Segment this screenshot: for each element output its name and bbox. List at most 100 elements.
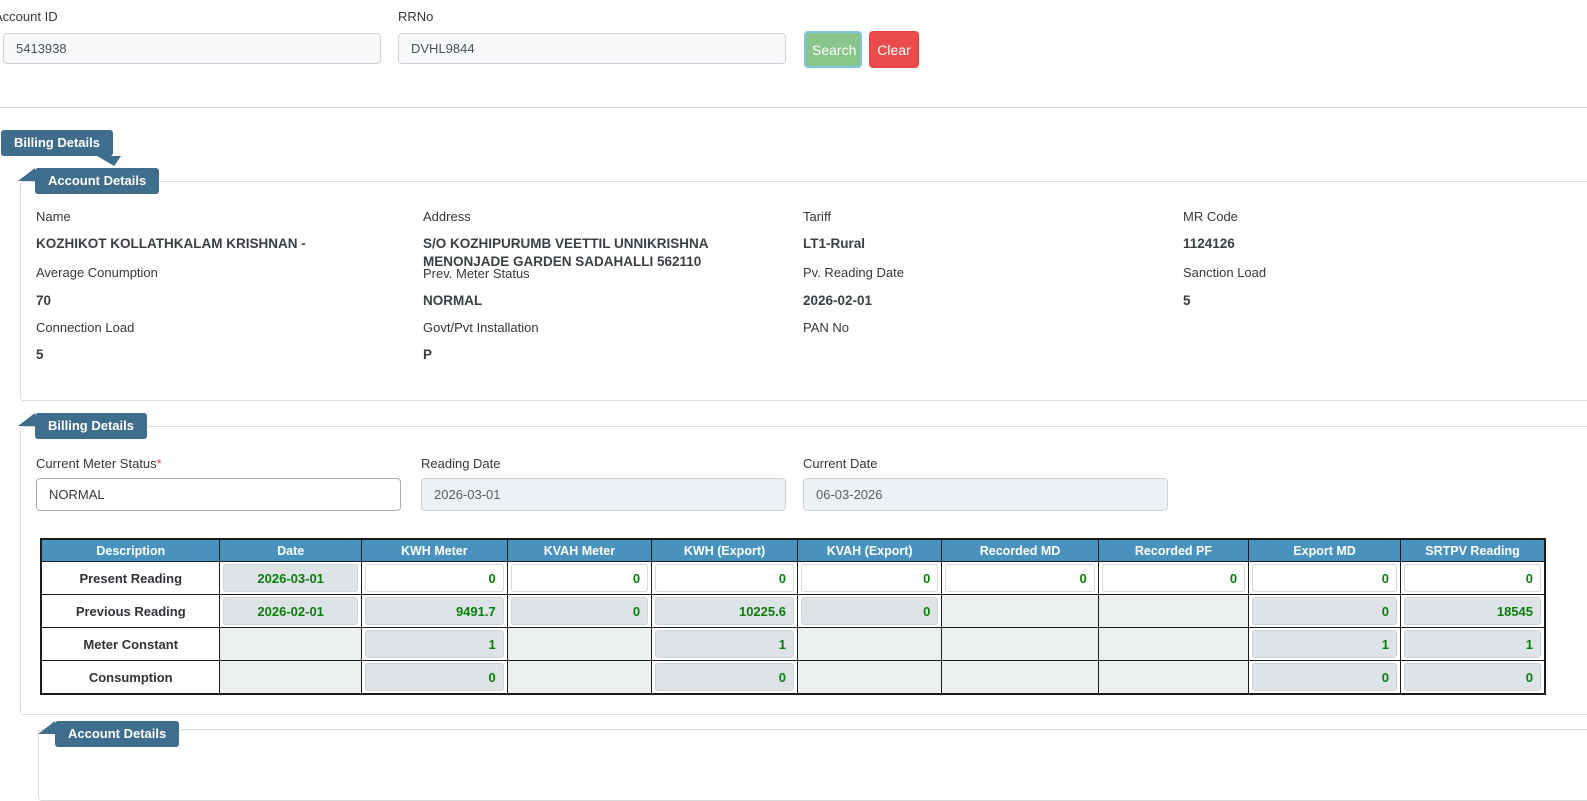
meter-cell: 0 — [1400, 660, 1546, 695]
meter-value-readonly: 2026-02-01 — [223, 597, 358, 625]
meter-cell: 9491.7 — [360, 594, 508, 628]
required-asterisk: * — [156, 456, 162, 471]
meter-cell: 1 — [360, 627, 508, 661]
billing-details-ribbon: Billing Details — [35, 413, 147, 439]
account-details-panel — [20, 181, 1587, 401]
address-value: S/O KOZHIPURUMB VEETTIL UNNIKRISHNA MENO… — [423, 236, 709, 270]
meter-value-readonly: 0 — [364, 663, 504, 691]
meter-value-input[interactable]: 0 — [945, 564, 1095, 592]
meter-value-input[interactable]: 0 — [800, 564, 939, 592]
column-header: Recorded MD — [941, 538, 1099, 562]
account-details-ribbon: Account Details — [35, 168, 160, 194]
column-header: Recorded PF — [1097, 538, 1250, 562]
reading-date-label: Reading Date — [421, 456, 501, 471]
meter-value-input[interactable]: 0 — [364, 564, 504, 592]
column-header: Description — [40, 538, 221, 562]
pv-reading-date-label: Pv. Reading Date — [803, 265, 904, 280]
govt-pvt-installation-label: Govt/Pvt Installation — [423, 320, 539, 335]
meter-cell-empty — [219, 660, 362, 695]
meter-value-readonly: 0 — [510, 597, 649, 625]
tariff-value: LT1-Rural — [803, 236, 866, 251]
reading-date-input — [421, 478, 786, 511]
meter-cell: 0 — [1097, 561, 1250, 595]
average-consumption-label: Average Conumption — [36, 265, 158, 280]
column-header: KWH (Export) — [651, 538, 798, 562]
meter-value-readonly: 0 — [1404, 663, 1541, 691]
prev-meter-status-label: Prev. Meter Status — [423, 266, 530, 281]
meter-value-input[interactable]: 0 — [655, 564, 794, 592]
connection-load-value: 5 — [36, 347, 44, 362]
meter-value-readonly: 1 — [1404, 630, 1541, 658]
column-header: KVAH (Export) — [796, 538, 943, 562]
meter-cell: 1 — [1248, 627, 1402, 661]
tab-billing-details[interactable]: Billing Details — [1, 130, 113, 156]
column-header: Export MD — [1248, 538, 1402, 562]
meter-cell: 0 — [941, 561, 1099, 595]
bottom-account-details-ribbon: Account Details — [55, 721, 180, 747]
current-date-label: Current Date — [803, 456, 878, 471]
column-header: KWH Meter — [360, 538, 508, 562]
meter-cell-empty — [796, 627, 943, 661]
row-label: Meter Constant — [40, 627, 221, 661]
meter-value-readonly: 0 — [655, 663, 794, 691]
meter-cell: 0 — [1400, 561, 1546, 595]
meter-cell: 0 — [1248, 660, 1402, 695]
table-row: Present Reading 2026-03-01 0 0 0 0 0 0 0 0 — [40, 561, 1546, 595]
meter-value-readonly: 2026-03-01 — [223, 564, 358, 592]
meter-cell: 18545 — [1400, 594, 1546, 628]
current-meter-status-select[interactable] — [36, 478, 401, 511]
meter-value-readonly: 0 — [1252, 597, 1398, 625]
meter-cell: 0 — [360, 660, 508, 695]
current-meter-status-label-text: Current Meter Status — [36, 456, 157, 471]
meter-cell-empty — [219, 627, 362, 661]
meter-value-readonly: 1 — [1252, 630, 1398, 658]
meter-cell-empty — [506, 660, 653, 695]
account-id-input[interactable] — [3, 33, 381, 64]
meter-value-input[interactable]: 0 — [1252, 564, 1398, 592]
horizontal-divider — [0, 107, 1587, 108]
clear-button[interactable]: Clear — [869, 31, 919, 68]
name-value: KOZHIKOT KOLLATHKALAM KRISHNAN - — [36, 236, 306, 251]
meter-cell: 0 — [796, 561, 943, 595]
meter-cell: 2026-03-01 — [219, 561, 362, 595]
meter-cell-empty — [1097, 660, 1250, 695]
meter-cell: 0 — [1248, 561, 1402, 595]
meter-value-input[interactable]: 0 — [510, 564, 649, 592]
meter-cell: 1 — [1400, 627, 1546, 661]
ribbon-tail — [18, 413, 35, 426]
rrno-input[interactable] — [398, 33, 786, 64]
table-row: Consumption 0 0 0 0 — [40, 660, 1546, 695]
row-label: Present Reading — [40, 561, 221, 595]
tariff-label: Tariff — [803, 209, 831, 224]
meter-cell: 0 — [651, 561, 798, 595]
meter-value-input[interactable]: 0 — [1101, 564, 1246, 592]
table-header-row: Description Date KWH Meter KVAH Meter KWH (E… — [40, 538, 1546, 562]
search-button[interactable]: Search — [804, 31, 862, 68]
prev-meter-status-value: NORMAL — [423, 293, 483, 308]
pv-reading-date-value: 2026-02-01 — [803, 293, 873, 308]
ribbon-tail — [97, 156, 121, 166]
row-label: Consumption — [40, 660, 221, 695]
bottom-account-details-panel — [38, 729, 1587, 801]
ribbon-tail — [18, 168, 35, 181]
meter-cell: 2026-02-01 — [219, 594, 362, 628]
meter-cell: 0 — [651, 660, 798, 695]
meter-value-readonly: 1 — [364, 630, 504, 658]
address-label: Address — [423, 209, 471, 224]
meter-value-input[interactable]: 0 — [1404, 564, 1541, 592]
meter-cell: 0 — [506, 561, 653, 595]
column-header: KVAH Meter — [506, 538, 653, 562]
meter-value-readonly: 18545 — [1404, 597, 1541, 625]
meter-cell-empty — [1097, 627, 1250, 661]
meter-readings-table: Description Date KWH Meter KVAH Meter KWH (E… — [40, 538, 1546, 695]
meter-cell-empty — [941, 627, 1099, 661]
current-meter-status-label: Current Meter Status* — [36, 456, 162, 471]
meter-value-readonly: 10225.6 — [655, 597, 794, 625]
pan-no-label: PAN No — [803, 320, 849, 335]
table-row: Previous Reading 2026-02-01 9491.7 0 10225.6… — [40, 594, 1546, 628]
meter-value-readonly: 0 — [1252, 663, 1398, 691]
sanction-load-value: 5 — [1183, 293, 1191, 308]
table-row: Meter Constant 1 1 1 1 — [40, 627, 1546, 661]
meter-cell-empty — [1097, 594, 1250, 628]
meter-cell: 1 — [651, 627, 798, 661]
